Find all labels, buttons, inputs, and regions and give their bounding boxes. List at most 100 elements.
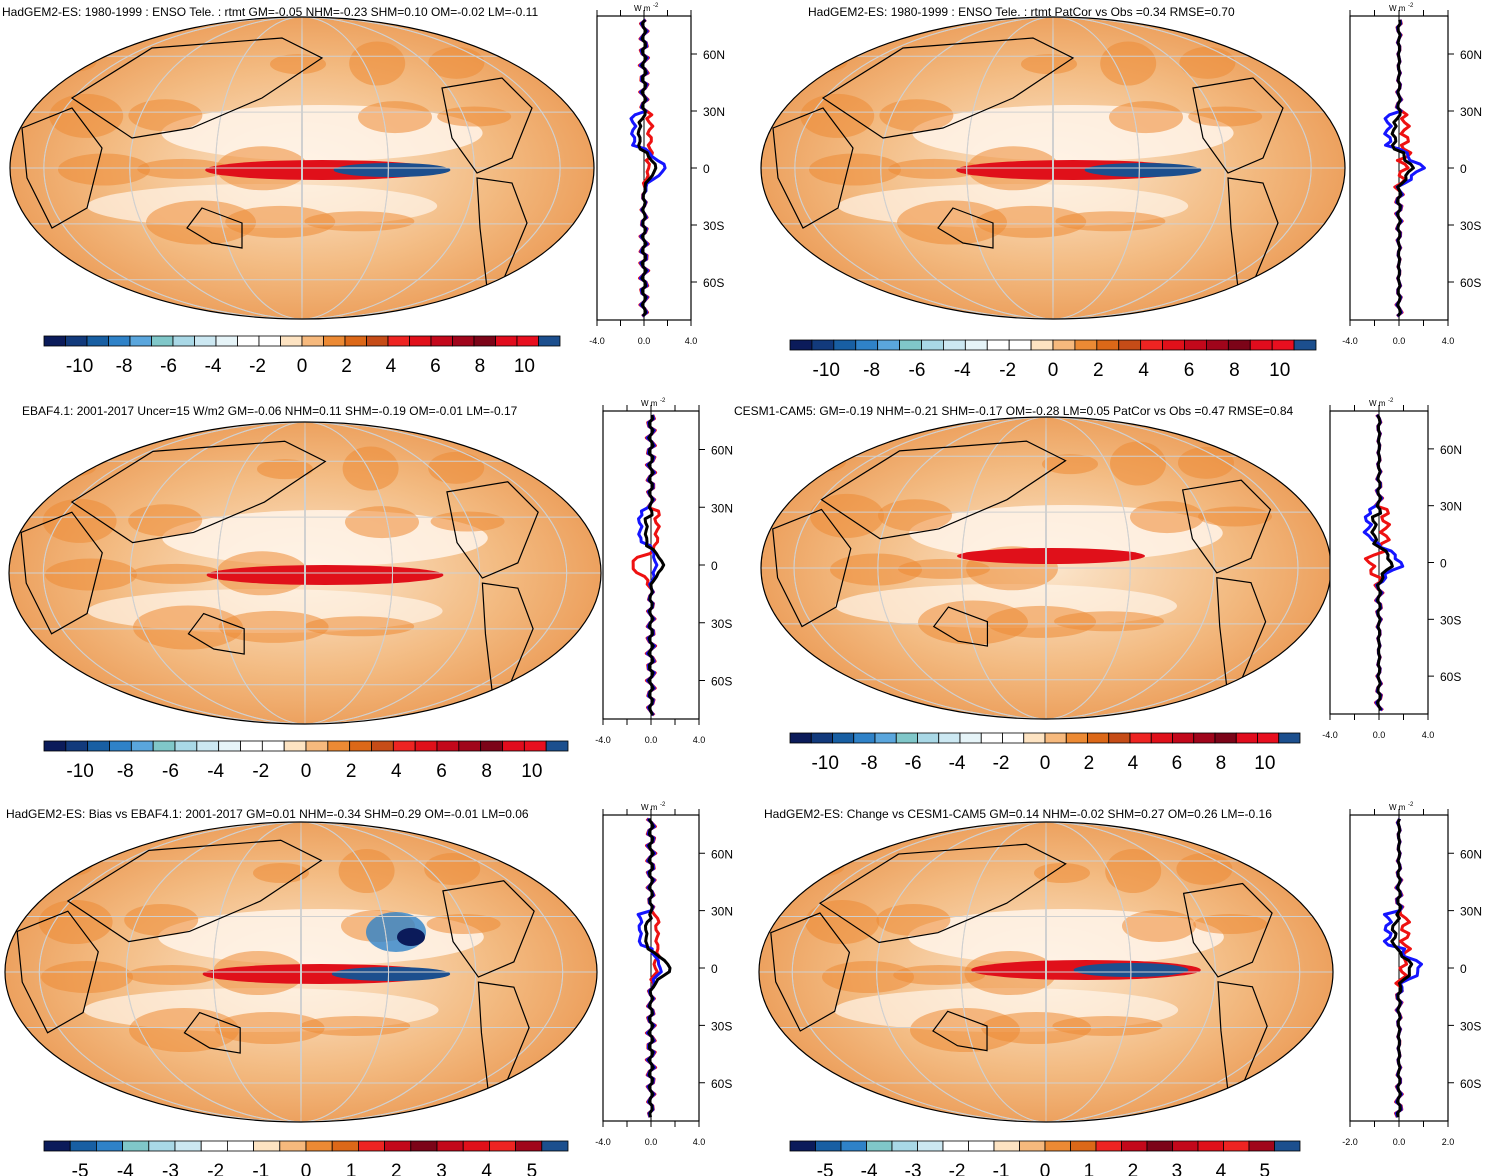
lat-label: 60S bbox=[1460, 1077, 1481, 1091]
colorbar-cell bbox=[1206, 339, 1229, 351]
colorbar-label: 10 bbox=[1254, 753, 1275, 774]
unit-exponent: -2 bbox=[660, 802, 666, 808]
colorbar-cell bbox=[943, 339, 966, 351]
eurasia-coast bbox=[820, 440, 1067, 540]
colorbar-cell bbox=[1023, 732, 1046, 744]
longitude-line bbox=[300, 822, 302, 1122]
panel-3: EBAF4.1: 2001-2017 Uncer=15 W/m2 GM=-0.0… bbox=[8, 398, 733, 782]
lat-label: 30N bbox=[703, 105, 725, 119]
lat-label: 0 bbox=[711, 559, 718, 573]
warm-patch bbox=[1188, 106, 1263, 127]
colorbar-label: -4 bbox=[861, 1161, 878, 1176]
lat-label: 60S bbox=[1460, 276, 1481, 290]
colorbar-cell bbox=[993, 1140, 1020, 1152]
colorbar-cell bbox=[1096, 339, 1120, 351]
colorbar-cell bbox=[1162, 339, 1185, 351]
warm-patch bbox=[822, 961, 914, 993]
panel-title: EBAF4.1: 2001-2017 Uncer=15 W/m2 GM=-0.0… bbox=[22, 404, 518, 418]
warm-patch bbox=[1110, 441, 1166, 486]
colorbar-cell bbox=[874, 732, 897, 744]
longitude-line bbox=[876, 822, 1216, 1122]
colorbar-label: 8 bbox=[475, 356, 486, 377]
colorbar-cell bbox=[1070, 1140, 1097, 1152]
colorbar-cell bbox=[305, 1140, 333, 1152]
colorbar-cell bbox=[899, 339, 922, 351]
equatorial-core bbox=[1084, 163, 1202, 177]
lat-label: 60S bbox=[711, 675, 732, 689]
colorbar-cell bbox=[174, 1140, 202, 1152]
lat-label: 60N bbox=[703, 48, 725, 62]
colorbar-cell bbox=[1074, 339, 1098, 351]
colorbar-label: 6 bbox=[436, 761, 447, 782]
colorbar-label: -4 bbox=[205, 356, 222, 377]
map-outline bbox=[9, 16, 595, 320]
panel-1: HadGEM2-ES: 1980-1999 : ENSO Tele. : rtm… bbox=[2, 3, 725, 377]
lat-label: 60N bbox=[1440, 443, 1462, 457]
map-field bbox=[761, 17, 1345, 319]
colorbar-cell bbox=[1146, 1140, 1173, 1152]
colorbar-cell bbox=[1129, 732, 1152, 744]
colorbar-cell bbox=[942, 1140, 969, 1152]
colorbar-label: 8 bbox=[481, 761, 492, 782]
lat-label: 60S bbox=[703, 276, 724, 290]
warm-patch bbox=[58, 153, 150, 186]
colorbar-cell bbox=[959, 732, 982, 744]
unit-label: W m bbox=[1389, 803, 1406, 812]
colorbar-cell bbox=[832, 732, 855, 744]
colorbar-cell bbox=[1248, 1140, 1275, 1152]
colorbar-cell bbox=[917, 732, 940, 744]
colorbar-cell bbox=[538, 335, 561, 347]
longitude-line bbox=[960, 822, 1132, 1122]
x-tick-label: -4.0 bbox=[595, 1137, 611, 1147]
colorbar-label: 2 bbox=[391, 1161, 402, 1176]
colorbar-cell bbox=[1257, 732, 1280, 744]
colorbar-cell bbox=[1223, 1140, 1250, 1152]
longitude-line bbox=[301, 17, 303, 319]
colorbar-cell bbox=[853, 732, 876, 744]
colorbar-cell bbox=[1197, 1140, 1224, 1152]
warm-patch bbox=[918, 600, 1028, 645]
north-pacific-band bbox=[161, 105, 483, 161]
lat-label: 60N bbox=[1460, 48, 1482, 62]
colorbar-cell bbox=[1019, 1140, 1046, 1152]
warm-patch bbox=[41, 961, 133, 993]
colorbar-label: 4 bbox=[1216, 1161, 1227, 1176]
warm-patch bbox=[1179, 46, 1236, 79]
colorbar-cell bbox=[436, 1140, 464, 1152]
unit-label: W m bbox=[1369, 399, 1386, 408]
colorbar-cell bbox=[387, 335, 410, 347]
colorbar-label: 0 bbox=[1048, 360, 1059, 381]
map-outline bbox=[760, 16, 1346, 320]
eurasia-coast bbox=[818, 843, 1067, 944]
colorbar-cell bbox=[130, 740, 154, 752]
unit-exponent: -2 bbox=[660, 398, 666, 404]
warm-patch bbox=[1198, 506, 1272, 527]
unit-label: W m bbox=[1389, 4, 1406, 13]
warm-patch bbox=[257, 459, 313, 480]
warm-patch bbox=[345, 506, 419, 539]
lat-label: 30N bbox=[711, 905, 733, 919]
colorbar-cell bbox=[174, 740, 198, 752]
colorbar-cell bbox=[384, 1140, 412, 1152]
colorbar-cell bbox=[1278, 732, 1301, 744]
map-field bbox=[759, 822, 1333, 1122]
colorbar-label: 4 bbox=[1138, 360, 1149, 381]
warm-patch bbox=[128, 504, 203, 537]
longitude-line bbox=[43, 17, 561, 319]
warm-patch bbox=[129, 1008, 239, 1052]
warm-patch bbox=[876, 904, 951, 936]
lat-label: 30N bbox=[711, 501, 733, 515]
black-profile-line bbox=[1390, 19, 1415, 318]
warm-patch bbox=[1122, 910, 1196, 942]
warm-patch bbox=[809, 153, 901, 186]
colorbar-label: 10 bbox=[521, 761, 542, 782]
colorbar-cell bbox=[43, 1140, 71, 1152]
colorbar-cell bbox=[1044, 732, 1067, 744]
lat-label: 30N bbox=[1460, 905, 1482, 919]
warm-patch bbox=[437, 106, 512, 127]
colorbar-cell bbox=[430, 335, 453, 347]
australia-coast bbox=[186, 207, 243, 249]
colorbar-cell bbox=[301, 335, 324, 347]
colorbar-cell bbox=[789, 1140, 816, 1152]
colorbar-cell bbox=[1184, 339, 1207, 351]
